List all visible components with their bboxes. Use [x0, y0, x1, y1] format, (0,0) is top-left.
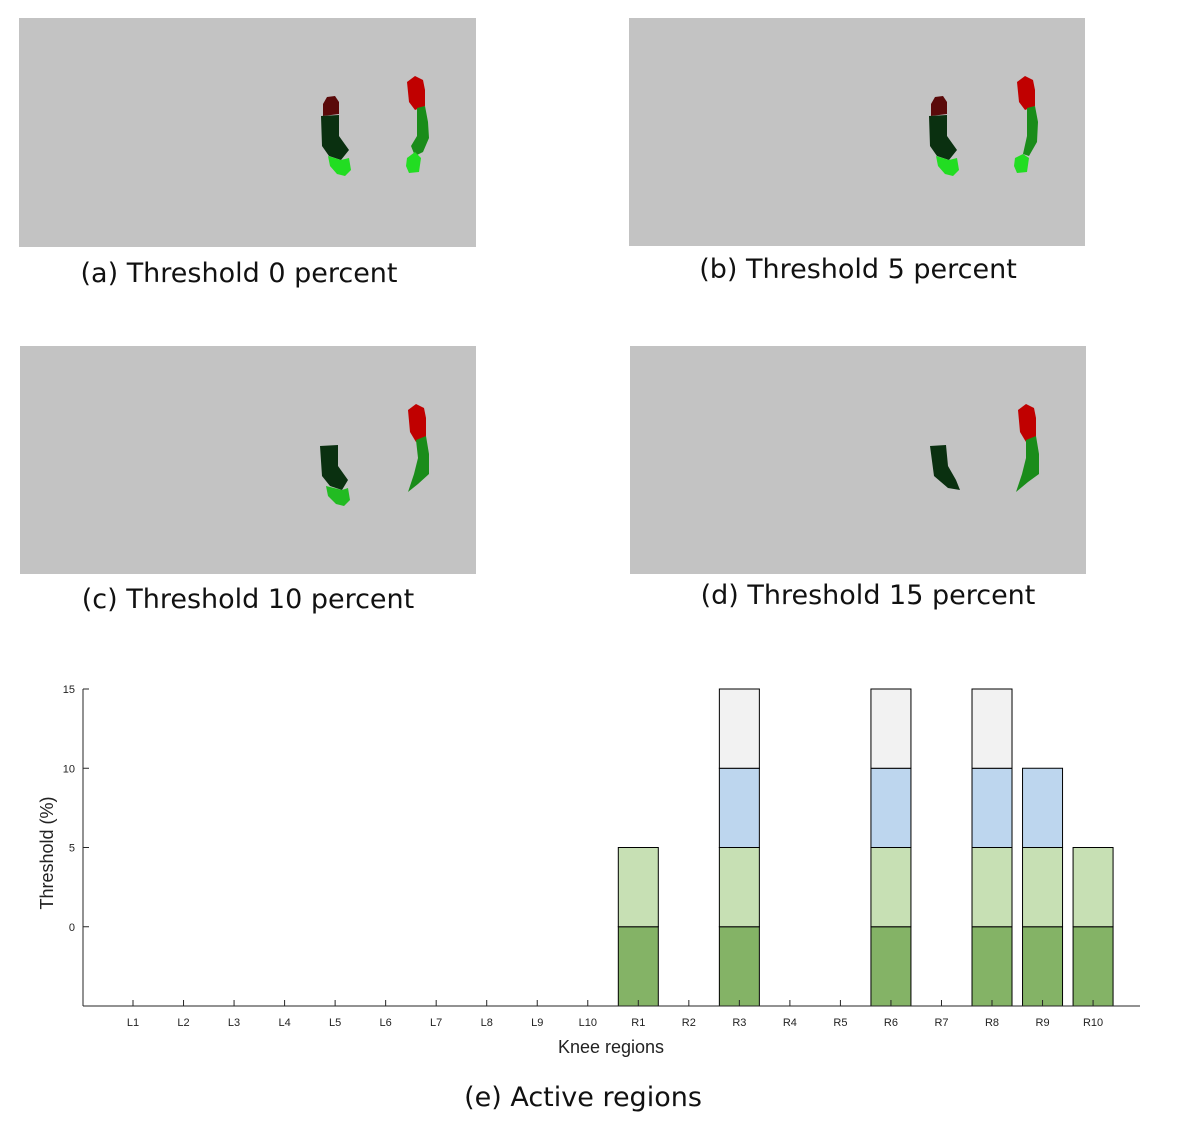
active-regions-chart: 0 5 10 15 L1 L2 L3 L4 L5 L6 L7 L8 L9 L10 R1 R2 R3 R4 R5 R6… [37, 684, 1140, 1113]
bar-R9-seg-0 [1022, 926, 1064, 1007]
y-ticks-group: 0 5 10 15 [63, 684, 89, 934]
x-tick-label: L8 [481, 1017, 493, 1029]
bar-R9-seg-1 [1022, 847, 1064, 928]
bar-R1-seg-1 [617, 847, 659, 928]
right-meniscus-bright-green [406, 152, 421, 173]
y-tick-label: 5 [69, 843, 75, 855]
x-tick-label: R4 [783, 1017, 797, 1029]
panel-a-image [19, 18, 476, 247]
left-meniscus-green [326, 486, 350, 506]
x-tick-label: L6 [380, 1017, 392, 1029]
bar-R8-seg-2 [971, 767, 1013, 848]
bars-group [617, 688, 1114, 1007]
right-meniscus-red [1018, 404, 1036, 442]
panel-c-caption: (c) Threshold 10 percent [81, 584, 415, 615]
panel-a-caption: (a) Threshold 0 percent [80, 258, 398, 289]
left-meniscus-dark-green [930, 445, 960, 490]
left-meniscus-bright-green [936, 156, 959, 176]
panel-c-image [20, 346, 476, 574]
panel-b-image [629, 18, 1085, 246]
left-meniscus-dark-green [320, 445, 348, 490]
left-meniscus-dark-green [321, 115, 349, 160]
x-tick-label: R5 [833, 1017, 847, 1029]
x-tick-label: L7 [430, 1017, 442, 1029]
y-tick-label: 15 [63, 684, 75, 696]
x-tick-label: L1 [127, 1017, 139, 1029]
x-tick-label: R9 [1036, 1017, 1050, 1029]
right-meniscus-red [1017, 76, 1035, 110]
chart-title: (e) Active regions [464, 1082, 702, 1113]
right-meniscus-green [408, 436, 429, 492]
y-tick-label: 0 [69, 922, 75, 934]
bar-R1-seg-0 [617, 926, 659, 1007]
x-tick-label: R2 [682, 1017, 696, 1029]
bar-R8-seg-0 [971, 926, 1013, 1007]
x-tick-label: L5 [329, 1017, 341, 1029]
right-meniscus-red [407, 76, 425, 110]
bar-R10-seg-1 [1072, 847, 1114, 928]
bar-R3-seg-3 [718, 688, 760, 769]
x-tick-label: R3 [732, 1017, 746, 1029]
x-tick-label: L9 [531, 1017, 543, 1029]
bar-R6-seg-1 [870, 847, 912, 928]
x-tick-label: L2 [177, 1017, 189, 1029]
bar-R10-seg-0 [1072, 926, 1114, 1007]
x-axis-label: Knee regions [558, 1037, 664, 1057]
y-axis-label: Threshold (%) [37, 796, 57, 909]
bar-R8-seg-1 [971, 847, 1013, 928]
x-tick-label: R10 [1083, 1017, 1103, 1029]
panel-b-caption: (b) Threshold 5 percent [699, 254, 1017, 285]
bar-R6-seg-3 [870, 688, 912, 769]
bar-R9-seg-2 [1022, 767, 1064, 848]
right-meniscus-red [408, 404, 426, 442]
x-tick-label: R6 [884, 1017, 898, 1029]
left-meniscus-bright-green [328, 156, 351, 176]
bar-R8-seg-3 [971, 688, 1013, 769]
right-meniscus-green [411, 106, 429, 156]
x-tick-label: R8 [985, 1017, 999, 1029]
panel-d-caption: (d) Threshold 15 percent [700, 580, 1036, 611]
bar-R6-seg-2 [870, 767, 912, 848]
bar-R3-seg-0 [718, 926, 760, 1007]
x-tick-label: L4 [278, 1017, 290, 1029]
left-meniscus-dark-red [323, 96, 339, 116]
right-meniscus-green [1023, 106, 1038, 156]
x-tick-label: L3 [228, 1017, 240, 1029]
right-meniscus-green [1016, 436, 1039, 492]
bar-R3-seg-2 [718, 767, 760, 848]
bar-R6-seg-0 [870, 926, 912, 1007]
y-tick-label: 10 [63, 763, 75, 775]
x-tick-label: L10 [579, 1017, 597, 1029]
x-ticks-group: L1 L2 L3 L4 L5 L6 L7 L8 L9 L10 R1 R2 R3 R4 R5 R6 R7 R8 R9 R… [127, 1000, 1103, 1029]
left-meniscus-dark-red [931, 96, 947, 116]
left-meniscus-dark-green [929, 115, 957, 160]
bar-R3-seg-1 [718, 847, 760, 928]
x-tick-label: R1 [631, 1017, 645, 1029]
right-meniscus-bright-green [1014, 154, 1029, 173]
x-tick-label: R7 [934, 1017, 948, 1029]
panel-d-image [630, 346, 1086, 574]
